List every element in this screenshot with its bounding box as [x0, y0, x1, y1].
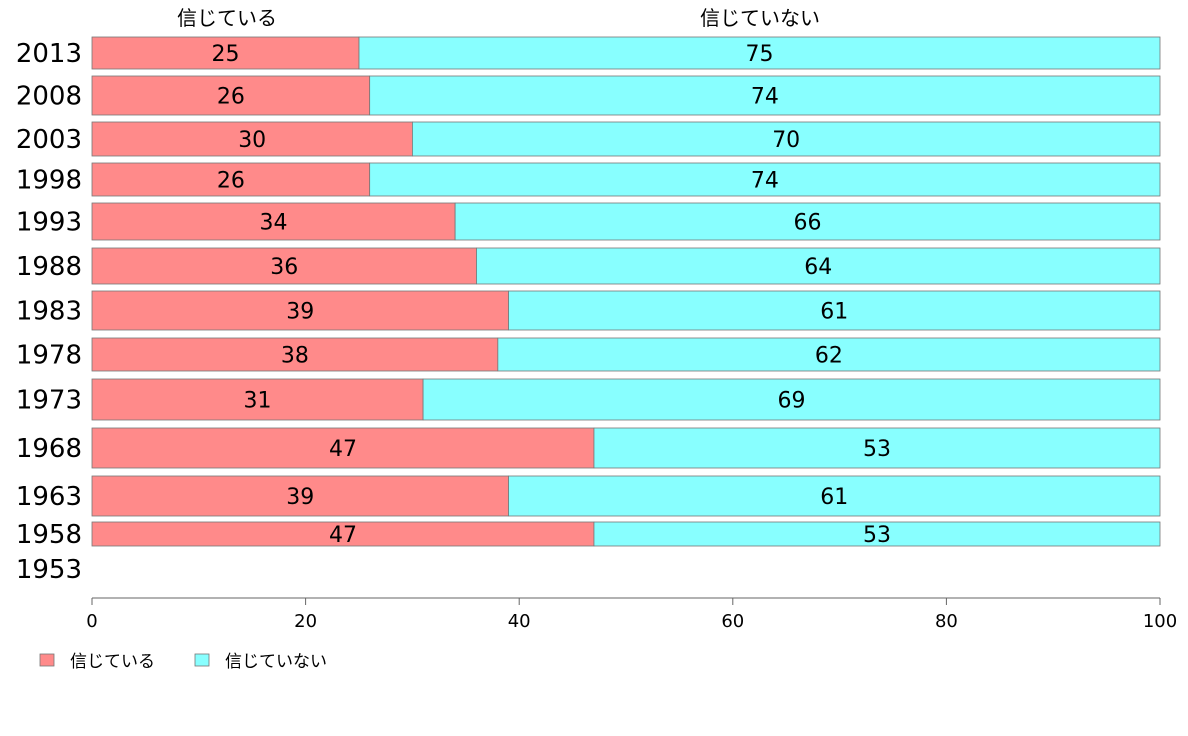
x-tick-label: 60: [721, 611, 744, 632]
bar-not-believe: [508, 290, 1161, 331]
data-label: 61: [820, 485, 848, 510]
x-tick-label: 40: [508, 611, 531, 632]
year-label: 2013: [16, 39, 82, 69]
bar-not-believe: [593, 521, 1161, 547]
data-label: 47: [329, 437, 357, 462]
data-label: 39: [286, 300, 314, 325]
data-label: 31: [244, 389, 272, 414]
bar-not-believe: [476, 247, 1161, 285]
bar-not-believe: [369, 75, 1161, 116]
bar-believe: [91, 378, 424, 421]
year-label: 1963: [16, 482, 82, 512]
year-label: 1958: [16, 520, 82, 550]
bar-not-believe: [508, 475, 1161, 517]
bar-not-believe: [411, 121, 1161, 157]
data-label: 62: [815, 344, 843, 369]
data-label: 39: [286, 485, 314, 510]
bar-not-believe: [358, 36, 1161, 70]
legend-swatch: [194, 653, 210, 667]
data-label: 70: [772, 128, 800, 153]
year-label: 1953: [16, 555, 82, 585]
year-label: 1993: [16, 208, 82, 238]
bar-not-believe: [497, 337, 1161, 372]
bar-believe: [91, 521, 595, 547]
data-label: 34: [260, 211, 288, 236]
bar-not-believe: [454, 202, 1161, 241]
data-label: 36: [270, 255, 298, 280]
bar-believe: [91, 75, 371, 116]
legend-label: 信じていない: [225, 652, 327, 672]
data-label: 64: [804, 255, 832, 280]
bar-believe: [91, 36, 360, 70]
data-label: 53: [863, 437, 891, 462]
data-label: 61: [820, 300, 848, 325]
data-label: 53: [863, 523, 891, 548]
data-label: 38: [281, 344, 309, 369]
data-label: 25: [212, 42, 240, 67]
year-label: 1968: [16, 434, 82, 464]
data-label: 66: [794, 211, 822, 236]
bar-not-believe: [422, 378, 1161, 421]
year-label: 1988: [16, 252, 82, 282]
data-label: 30: [238, 128, 266, 153]
bar-not-believe: [369, 162, 1161, 197]
bar-not-believe: [593, 427, 1161, 469]
bar-believe: [91, 290, 509, 331]
data-label: 74: [751, 85, 779, 110]
x-tick-label: 0: [86, 611, 97, 632]
year-label: 2008: [16, 82, 82, 112]
year-label: 1978: [16, 341, 82, 371]
x-tick-label: 20: [294, 611, 317, 632]
data-label: 26: [217, 169, 245, 194]
x-tick-label: 100: [1143, 611, 1177, 632]
data-label: 75: [746, 42, 774, 67]
year-label: 1973: [16, 386, 82, 416]
bar-believe: [91, 162, 371, 197]
year-label: 1983: [16, 297, 82, 327]
column-header: 信じている: [177, 6, 277, 30]
year-label: 1998: [16, 166, 82, 196]
bar-believe: [91, 202, 456, 241]
legend-swatch: [39, 653, 55, 667]
bar-believe: [91, 475, 509, 517]
data-label: 74: [751, 169, 779, 194]
data-label: 26: [217, 85, 245, 110]
bar-believe: [91, 427, 595, 469]
bar-believe: [91, 121, 413, 157]
x-tick-label: 80: [935, 611, 958, 632]
year-label: 2003: [16, 125, 82, 155]
legend-label: 信じている: [70, 652, 155, 672]
column-header: 信じていない: [700, 6, 820, 30]
data-label: 47: [329, 523, 357, 548]
data-label: 69: [778, 389, 806, 414]
